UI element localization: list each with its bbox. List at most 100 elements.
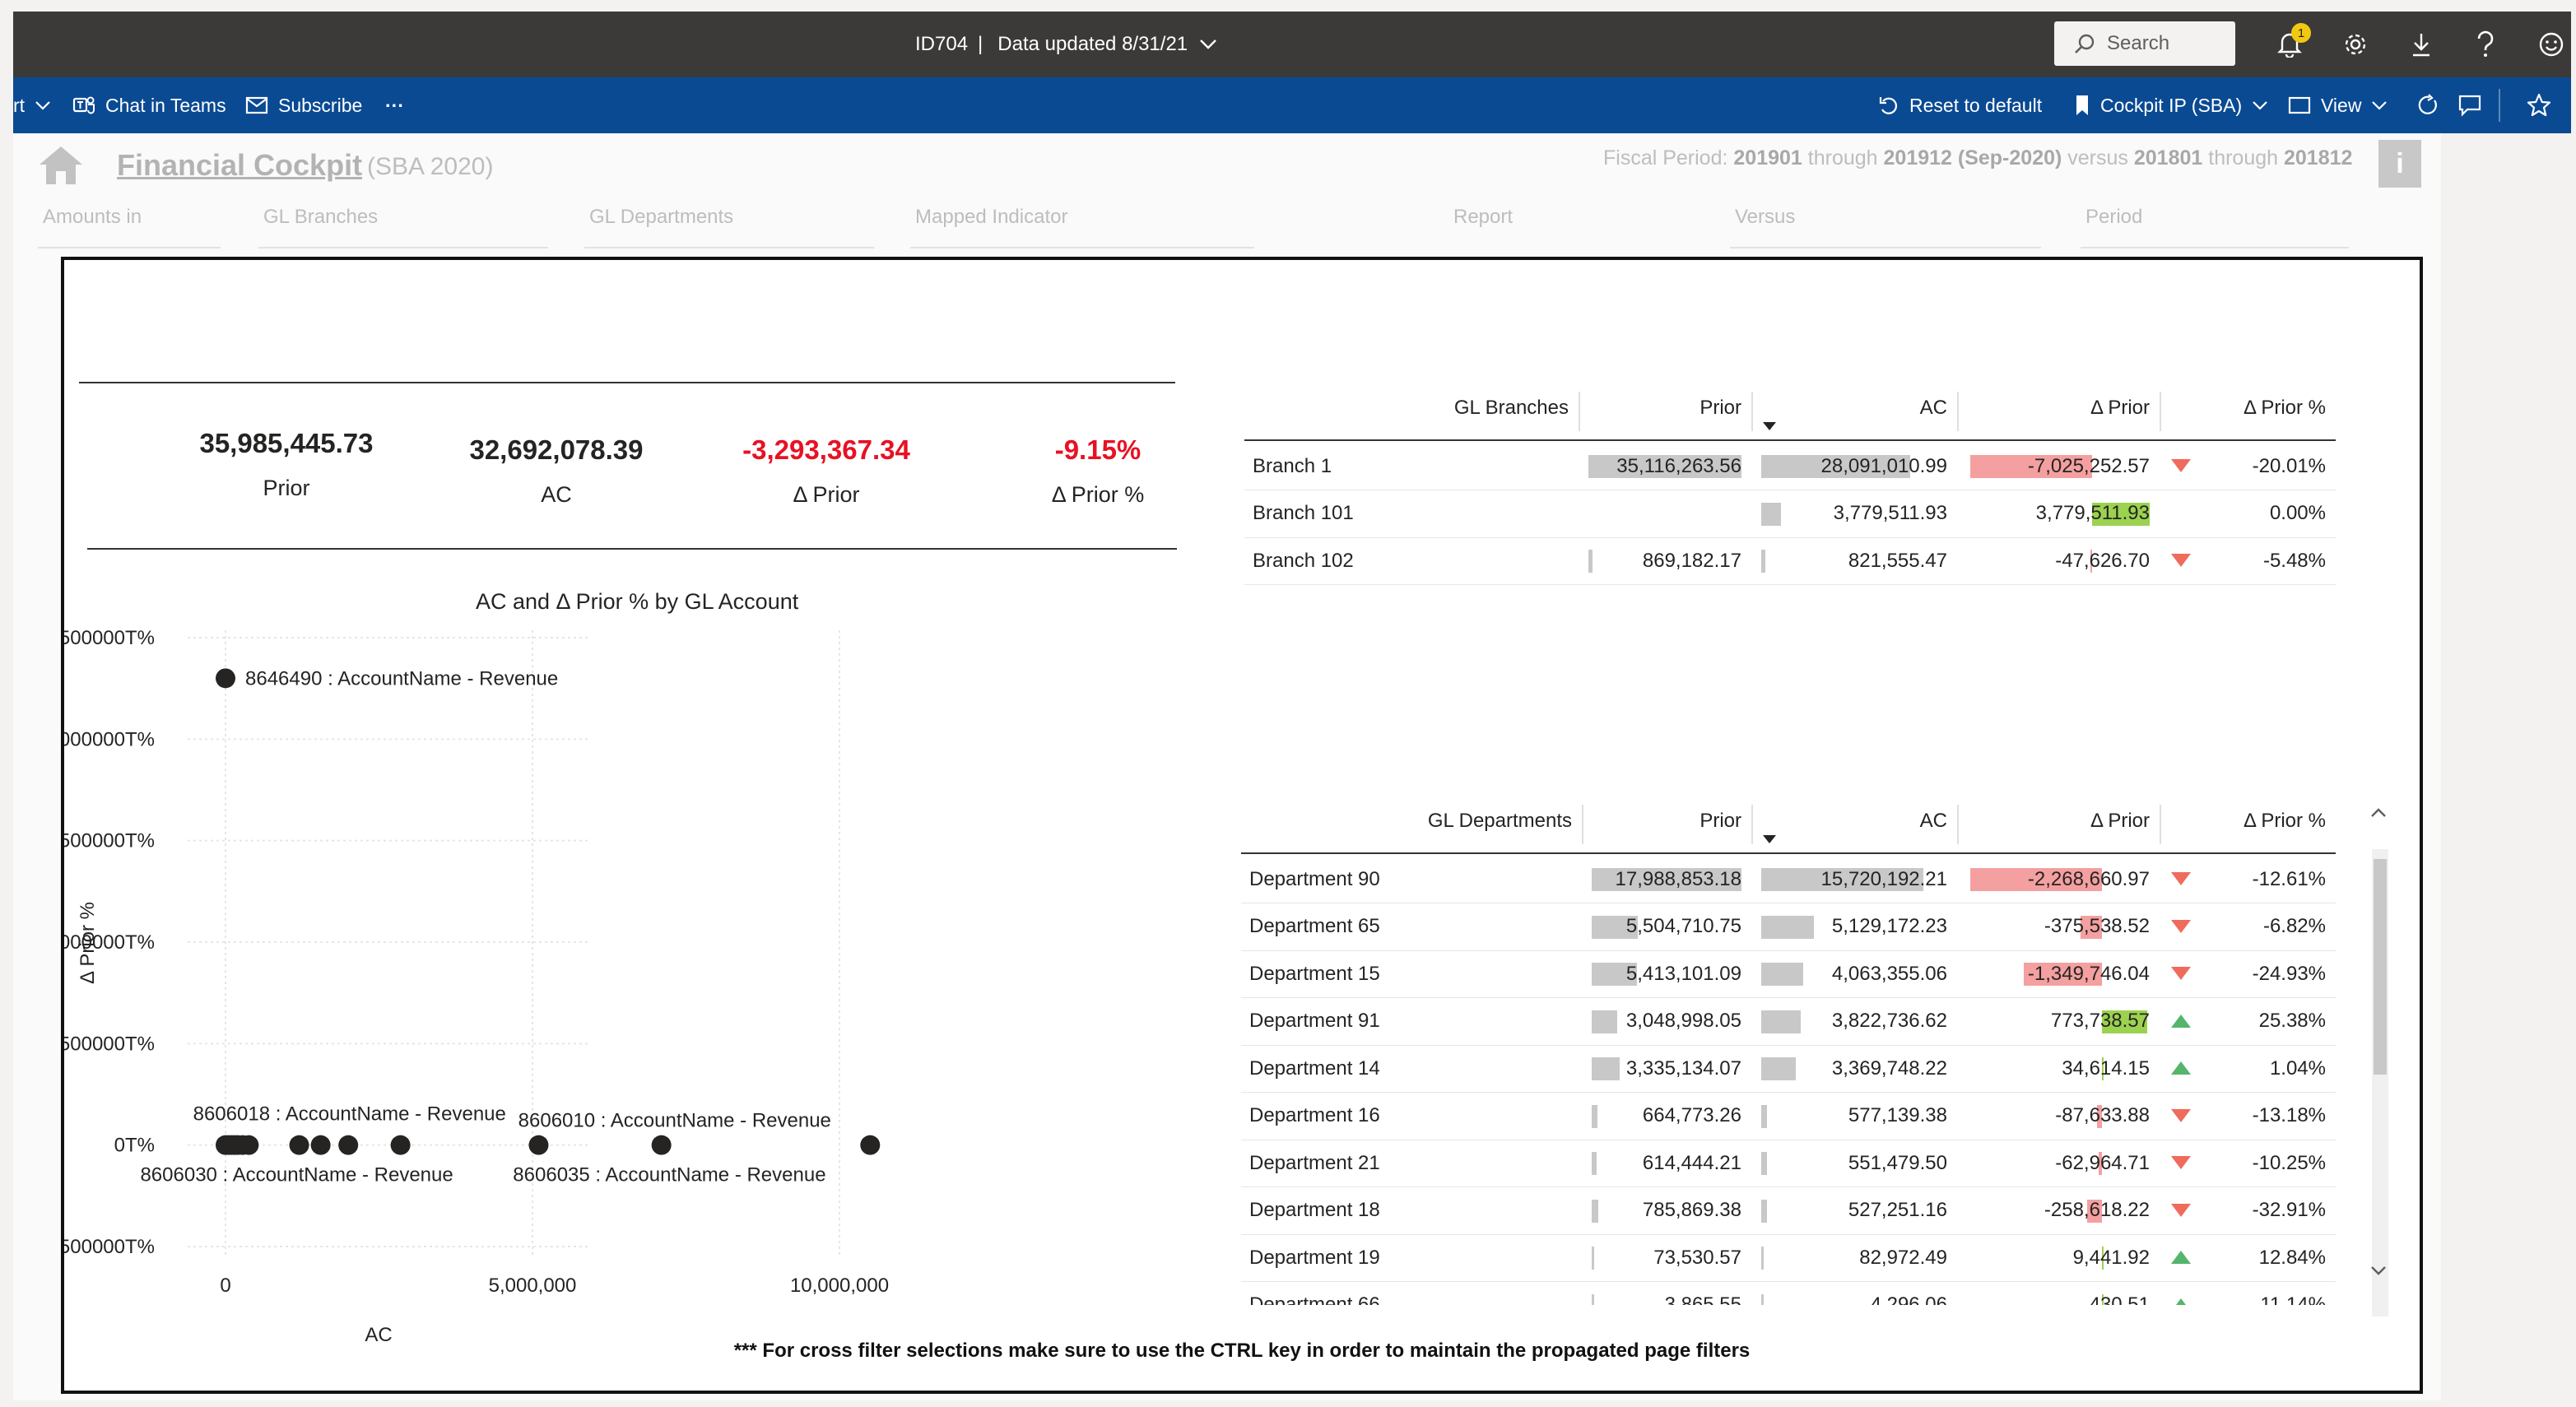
filter-amounts-in[interactable]: Amounts in (43, 206, 142, 228)
undo-icon (1878, 95, 1899, 116)
column-header[interactable]: Δ Prior % (2243, 810, 2326, 832)
column-header[interactable]: AC (1919, 810, 1947, 832)
table-row[interactable]: Branch 1 35,116,263.56 28,091,010.99 -7,025… (1244, 443, 2336, 490)
chart-title: AC and Δ Prior % by GL Account (476, 589, 799, 614)
sort-desc-icon[interactable] (1763, 413, 1776, 436)
column-header[interactable]: Δ Prior (2090, 810, 2150, 832)
scrollbar-thumb[interactable] (2374, 859, 2387, 1075)
filter-versus[interactable]: Versus (1735, 206, 1796, 228)
delta-value: -1,349,746.04 (2027, 962, 2150, 985)
prior-cell: 73,530.57 (1592, 1234, 1741, 1281)
scroll-up-icon[interactable] (2369, 806, 2388, 824)
fiscal-from: 201901 (1733, 146, 1802, 169)
bell-icon[interactable]: 1 (2273, 23, 2311, 61)
filter-gl-departments[interactable]: GL Departments (589, 206, 734, 228)
table-row[interactable]: Department 21 614,444.21 551,479.50 -62,964… (1241, 1140, 2336, 1187)
search-input[interactable]: Search (2054, 21, 2235, 66)
reset-to-default-button[interactable]: Reset to default (1878, 77, 2042, 133)
help-icon[interactable] (2469, 28, 2502, 61)
down-triangle-icon (2171, 872, 2191, 885)
ac-value: 5,129,172.23 (1831, 915, 1947, 937)
column-header[interactable]: GL Departments (1427, 810, 1572, 832)
filter-period[interactable]: Period (2085, 206, 2143, 228)
table-row[interactable]: Department 19 73,530.57 82,972.49 9,441.92 1… (1241, 1234, 2336, 1282)
ac-bar (1761, 1152, 1767, 1175)
chevron-down-icon[interactable] (1199, 39, 1217, 50)
filter-underline (2081, 247, 2349, 248)
fiscal-period-text: Fiscal Period: 201901 through 201912 (Se… (1603, 146, 2352, 170)
column-header[interactable]: AC (1919, 397, 1947, 419)
favorite-star-icon[interactable] (2527, 77, 2551, 133)
table-row[interactable]: Department 90 17,988,853.18 15,720,192.21 -… (1241, 856, 2336, 903)
prior-bar (1592, 1293, 1594, 1305)
delta-pct-value: -24.93% (2252, 962, 2326, 985)
chat-in-teams-button[interactable]: Chat in Teams (72, 77, 226, 133)
prior-value: 785,869.38 (1642, 1199, 1741, 1221)
report-title-link[interactable]: Financial Cockpit (117, 148, 363, 182)
filter-gl-branches[interactable]: GL Branches (263, 206, 379, 228)
departments-scrollbar[interactable] (2372, 849, 2388, 1316)
scatter-chart[interactable]: 2500000T% 2000000T% 1500000T% 1000000T% 5000… (64, 622, 1200, 1363)
delta-pct-value: -32.91% (2252, 1199, 2326, 1221)
table-row[interactable]: Branch 102 869,182.17 821,555.47 -47,626.70… (1244, 537, 2336, 585)
table-row[interactable]: Department 16 664,773.26 577,139.38 -87,633… (1241, 1093, 2336, 1140)
delta-value: 430.51 (2089, 1293, 2150, 1305)
y-tick-label: 500000T% (64, 1033, 155, 1055)
prior-bar (1588, 455, 1741, 478)
ac-value: 3,822,736.62 (1831, 1010, 1947, 1032)
table-row[interactable]: Department 18 785,869.38 527,251.16 -258,61… (1241, 1187, 2336, 1235)
column-header[interactable]: GL Branches (1453, 397, 1569, 419)
row-name: Branch 102 (1253, 549, 1354, 572)
delta-pct-value: -5.48% (2262, 549, 2326, 572)
prior-bar (1592, 963, 1637, 986)
home-icon[interactable] (36, 143, 86, 190)
filter-report[interactable]: Report (1453, 206, 1514, 228)
filter-mapped-indicator[interactable]: Mapped Indicator (915, 206, 1068, 228)
ac-bar (1761, 1199, 1767, 1223)
up-triangle-icon (2171, 1014, 2191, 1028)
gear-icon[interactable] (2339, 28, 2372, 61)
delta-value: 34,614.15 (2062, 1056, 2150, 1080)
delta-value: 773,738.57 (2050, 1010, 2150, 1032)
refresh-icon[interactable] (2416, 77, 2439, 133)
comment-icon[interactable] (2457, 77, 2482, 133)
search-placeholder: Search (2107, 32, 2170, 54)
delta-bar-negative (2023, 963, 2102, 986)
export-menu[interactable]: rt (13, 77, 51, 133)
ac-cell: 5,129,172.23 (1761, 903, 1947, 950)
column-header[interactable]: Δ Prior (2090, 397, 2150, 419)
more-options-button[interactable]: ··· (385, 94, 404, 116)
ac-value: 4,063,355.06 (1831, 962, 1947, 985)
prior-cell: 5,504,710.75 (1592, 903, 1741, 950)
subscribe-label: Subscribe (278, 94, 363, 116)
top-bar: ID704 | Data updated 8/31/21 Search 1 (13, 12, 2571, 77)
download-icon[interactable] (2405, 28, 2438, 61)
sort-desc-icon[interactable] (1763, 826, 1776, 849)
view-dropdown[interactable]: View (2288, 77, 2388, 133)
bookmark-dropdown[interactable]: Cockpit IP (SBA) (2074, 77, 2268, 133)
y-tick-label: -500000T% (64, 1236, 155, 1258)
delta-value: -7,025,252.57 (2027, 454, 2150, 477)
delta-cell: -87,633.88 (1967, 1093, 2150, 1140)
prior-value: 5,413,101.09 (1625, 962, 1741, 985)
data-updated-dropdown[interactable]: Data updated 8/31/21 (997, 33, 1188, 55)
column-header[interactable]: Δ Prior % (2243, 397, 2326, 419)
table-row[interactable]: Department 66 3,865.55 4,296.06 430.51 11.14… (1241, 1282, 2336, 1305)
table-row[interactable]: Branch 101 3,779,511.93 3,779,511.93 0.00% (1244, 490, 2336, 538)
smiley-icon[interactable] (2535, 28, 2568, 61)
point-label: 8606018 : AccountName - Revenue (193, 1103, 506, 1126)
table-row[interactable]: Department 65 5,504,710.75 5,129,172.23 -37… (1241, 903, 2336, 951)
delta-bar-positive (2102, 1247, 2104, 1270)
column-header[interactable]: Prior (1700, 810, 1741, 832)
info-icon[interactable]: i (2378, 140, 2421, 188)
table-row[interactable]: Department 14 3,335,134.07 3,369,748.22 34,… (1241, 1045, 2336, 1093)
column-separator (2160, 805, 2161, 844)
subscribe-button[interactable]: Subscribe (245, 77, 362, 133)
delta-bar-negative (2098, 1152, 2102, 1175)
column-header[interactable]: Prior (1700, 397, 1741, 419)
table-row[interactable]: Department 15 5,413,101.09 4,063,355.06 -1,… (1241, 950, 2336, 998)
down-triangle-icon (2171, 1203, 2191, 1217)
scatter-point (528, 1135, 549, 1155)
table-row[interactable]: Department 91 3,048,998.05 3,822,736.62 773… (1241, 998, 2336, 1046)
scroll-down-icon[interactable] (2369, 1264, 2388, 1281)
